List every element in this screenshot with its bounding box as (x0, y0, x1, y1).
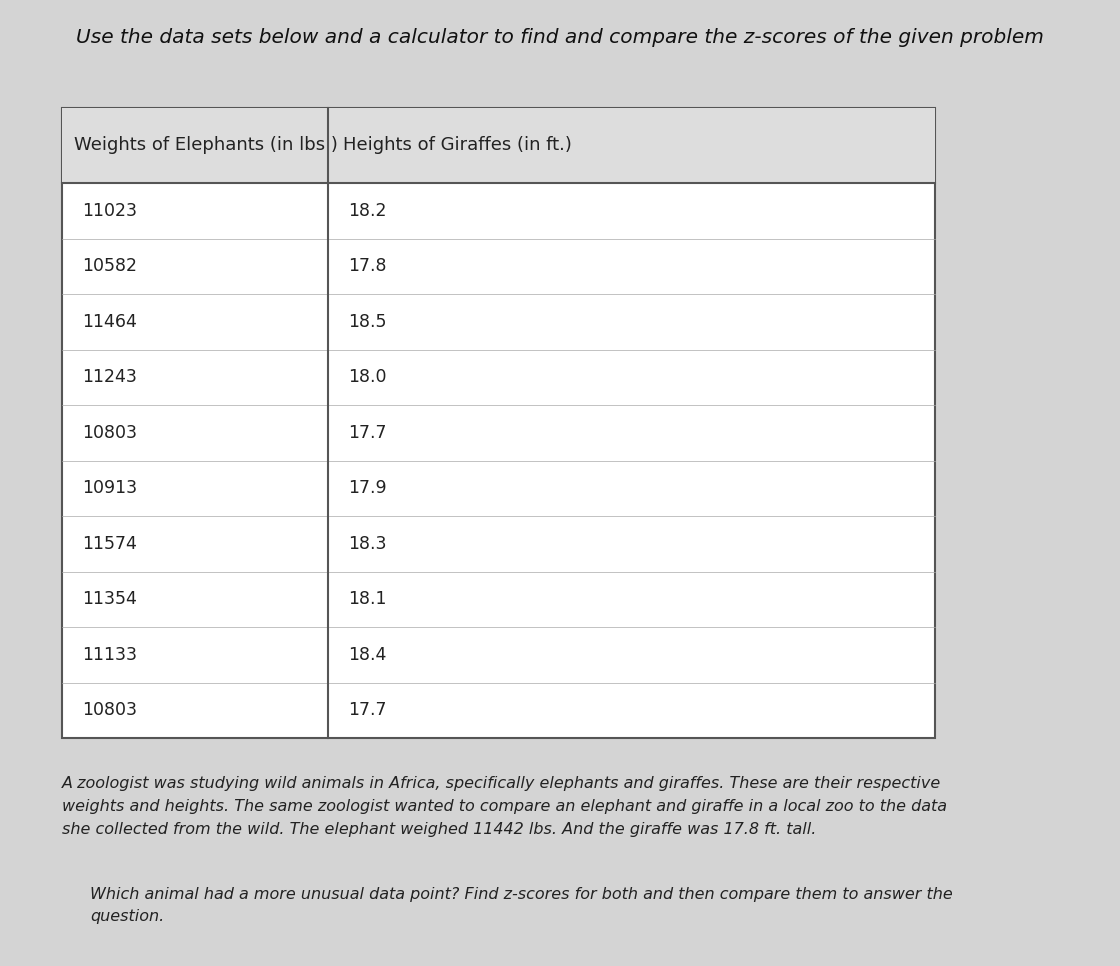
Text: 17.7: 17.7 (348, 701, 386, 720)
Text: Use the data sets below and a calculator to find and compare the z-scores of the: Use the data sets below and a calculator… (76, 28, 1044, 47)
Text: 11243: 11243 (82, 368, 137, 386)
Bar (328, 108, 935, 183)
Text: 10582: 10582 (82, 257, 137, 275)
Text: 11354: 11354 (82, 590, 137, 609)
Text: 18.2: 18.2 (348, 202, 386, 219)
Text: 17.8: 17.8 (348, 257, 386, 275)
Text: 11574: 11574 (82, 535, 137, 553)
Text: 18.5: 18.5 (348, 313, 386, 330)
Text: Weights of Elephants (in lbs.): Weights of Elephants (in lbs.) (74, 136, 338, 155)
Text: 10803: 10803 (82, 701, 137, 720)
Text: 18.4: 18.4 (348, 645, 386, 664)
Text: Which animal had a more unusual data point? Find z-scores for both and then comp: Which animal had a more unusual data poi… (90, 887, 953, 902)
Text: 17.7: 17.7 (348, 424, 386, 441)
Text: 18.0: 18.0 (348, 368, 386, 386)
Text: A zoologist was studying wild animals in Africa, specifically elephants and gira: A zoologist was studying wild animals in… (62, 776, 941, 791)
Text: 10803: 10803 (82, 424, 137, 441)
Text: 11464: 11464 (82, 313, 137, 330)
Text: Heights of Giraffes (in ft.): Heights of Giraffes (in ft.) (343, 136, 572, 155)
Text: 17.9: 17.9 (348, 479, 386, 497)
Text: 11133: 11133 (82, 645, 137, 664)
Text: she collected from the wild. The elephant weighed 11442 lbs. And the giraffe was: she collected from the wild. The elephan… (62, 822, 816, 837)
Text: 10913: 10913 (82, 479, 137, 497)
Text: question.: question. (90, 909, 165, 924)
Bar (62, 108, 328, 183)
Text: weights and heights. The same zoologist wanted to compare an elephant and giraff: weights and heights. The same zoologist … (62, 799, 948, 814)
Text: 11023: 11023 (82, 202, 137, 219)
Text: 18.3: 18.3 (348, 535, 386, 553)
Bar (62, 108, 935, 738)
Text: 18.1: 18.1 (348, 590, 386, 609)
